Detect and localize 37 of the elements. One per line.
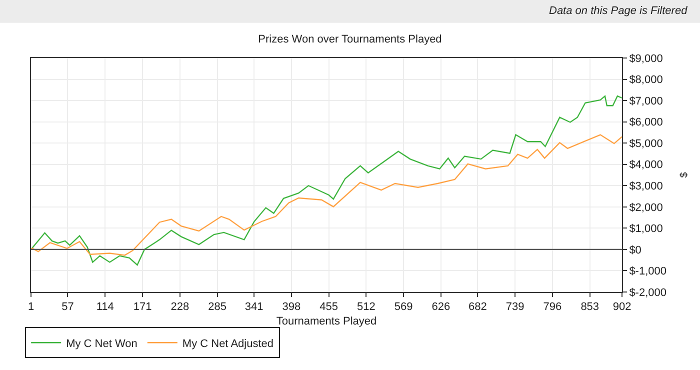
y-tick-label: $0 [629, 244, 642, 256]
x-tick-label: 171 [133, 301, 152, 314]
y-tick-label: $-2,000 [629, 286, 667, 299]
line-series [31, 134, 622, 256]
y-axis-title: $ [679, 172, 690, 178]
legend-label: My C Net Won [66, 338, 138, 350]
x-tick-label: 398 [282, 301, 301, 314]
y-tick-label: $4,000 [629, 159, 663, 172]
x-tick-label: 114 [96, 301, 114, 314]
chart-title: Prizes Won over Tournaments Played [258, 34, 442, 46]
y-tick-label: $-1,000 [629, 266, 667, 278]
x-tick-label: 569 [394, 301, 413, 314]
y-tick-label: $1,000 [629, 223, 663, 236]
y-tick-label: $3,000 [629, 180, 663, 192]
y-tick-label: $2,000 [629, 202, 663, 214]
x-tick-label: 902 [612, 301, 632, 314]
y-tick-label: $5,000 [629, 138, 663, 150]
x-tick-label: 626 [432, 301, 450, 314]
x-tick-label: 682 [468, 301, 487, 314]
x-tick-label: 1 [28, 301, 34, 314]
y-tick-label: $7,000 [629, 95, 663, 108]
y-tick-label: $8,000 [629, 74, 663, 86]
x-tick-label: 739 [506, 301, 524, 314]
y-tick-label: $6,000 [629, 116, 663, 129]
x-tick-label: 57 [62, 301, 74, 314]
text: Data on this Page is Filtered [549, 5, 688, 17]
x-tick-label: 853 [580, 301, 600, 314]
x-tick-label: 285 [208, 301, 226, 314]
legend-label: My C Net Adjusted [182, 338, 274, 350]
x-axis-title: Tournaments Played [276, 315, 377, 328]
line-series [31, 95, 622, 266]
x-tick-label: 228 [170, 301, 190, 314]
x-tick-label: 455 [320, 301, 338, 314]
x-tick-label: 341 [244, 301, 264, 314]
x-tick-label: 512 [357, 301, 376, 314]
x-tick-label: 796 [543, 301, 562, 314]
y-tick-label: $9,000 [629, 52, 663, 65]
